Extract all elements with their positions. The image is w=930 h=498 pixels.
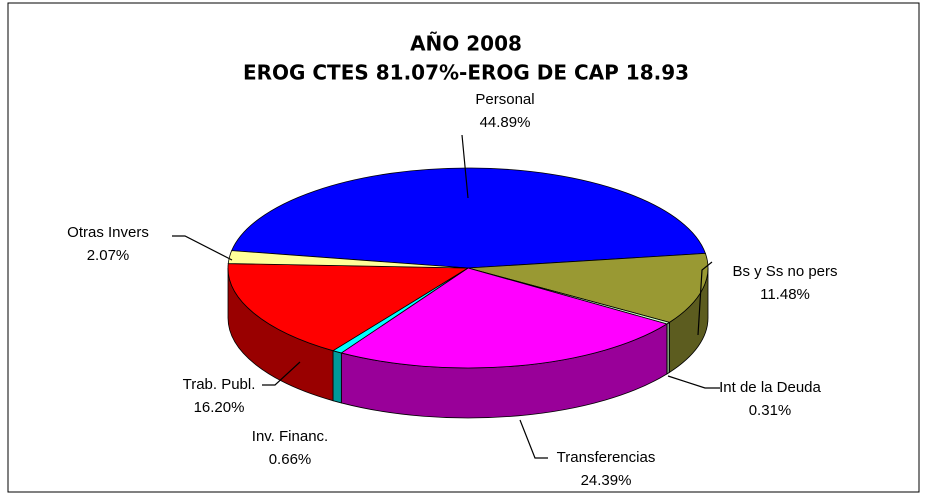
slice-label: Int de la Deuda [719,379,821,396]
leader-line [519,419,548,459]
slice [227,250,469,269]
leader-line [172,235,233,261]
leader-line [262,361,301,386]
slice-value-label: 0.66% [269,451,312,468]
slice [227,263,470,352]
slice-label: Transferencias [557,449,656,466]
chart-subtitle: EROG CTES 81.07%-EROG DE CAP 18.93 [243,61,689,85]
slice-side [332,350,342,404]
slice-value-label: 0.31% [749,402,792,419]
slice-value-label: 44.89% [480,114,531,131]
slice-label: Personal [475,91,534,108]
slice-label: Bs y Ss no pers [732,263,837,280]
slice-label: Inv. Financ. [252,428,328,445]
slice-value-label: 24.39% [581,472,632,489]
leader-line [697,261,713,336]
chart-title: AÑO 2008 [410,32,522,56]
slice-value-label: 2.07% [87,247,130,264]
slice [467,252,709,323]
slice-label: Trab. Publ. [183,376,256,393]
slice [340,267,668,369]
leader-line [461,134,469,199]
slice-label: Otras Invers [67,224,149,241]
slice-value-label: 16.20% [194,399,245,416]
leader-line [667,375,720,389]
slice [231,167,706,269]
slice-value-label: 11.48% [760,286,810,303]
